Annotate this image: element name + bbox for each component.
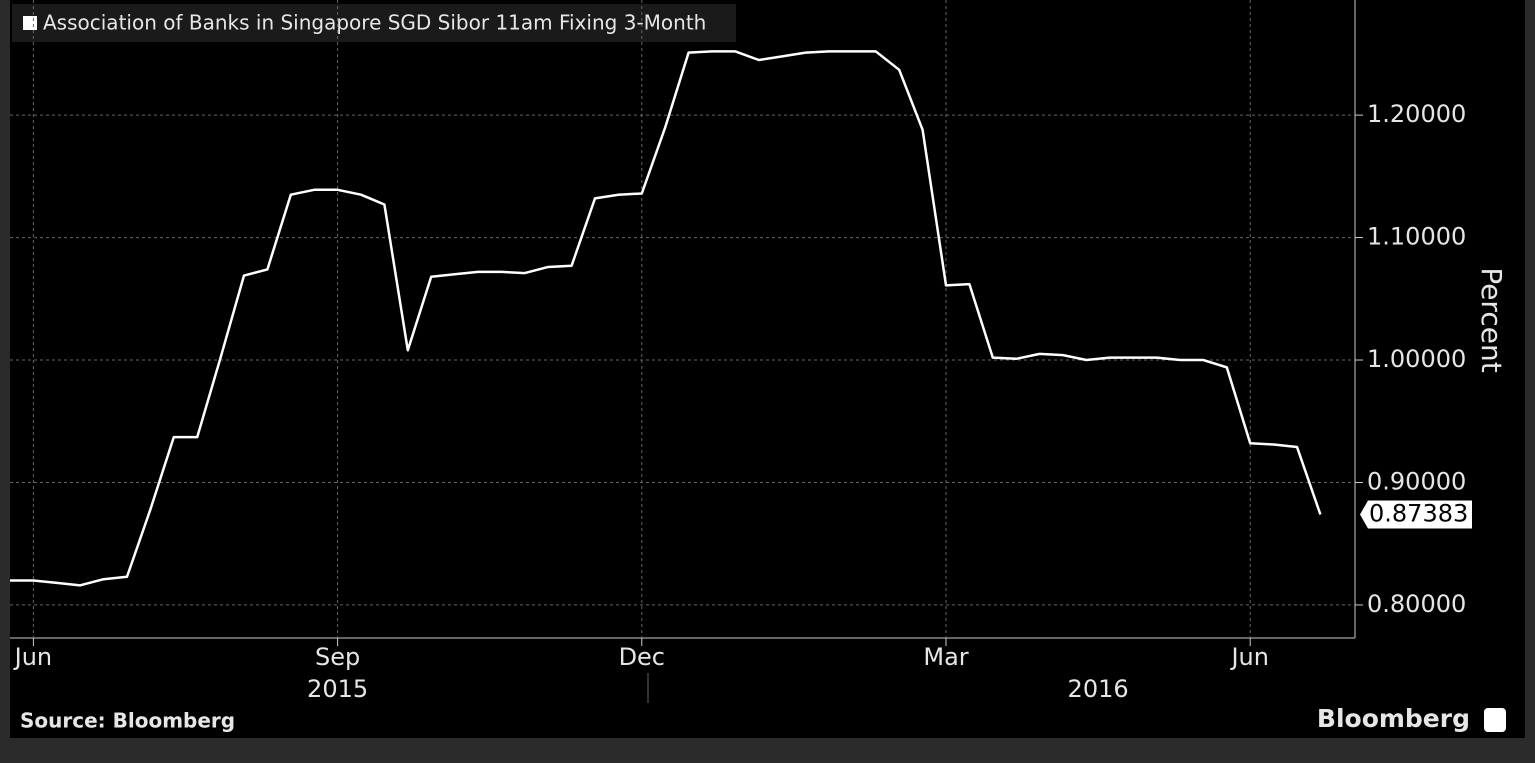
legend-box	[12, 4, 736, 42]
x-tick-label: Jun	[13, 643, 53, 671]
legend-label: Association of Banks in Singapore SGD Si…	[43, 11, 706, 35]
y-tick-label: 0.90000	[1367, 467, 1466, 495]
y-tick-label: 1.20000	[1367, 100, 1466, 128]
y-tick-label: 1.10000	[1367, 223, 1466, 251]
x-tick-label: Mar	[923, 643, 968, 671]
chart-background	[10, 0, 1525, 738]
brand: Bloomberg	[1317, 704, 1470, 733]
value-label: 0.87383	[1369, 500, 1468, 528]
legend-swatch	[23, 16, 37, 30]
series-line	[10, 50, 1322, 587]
brand-icon	[1484, 708, 1506, 732]
x-tick-label: Dec	[619, 643, 665, 671]
value-label-box	[1360, 500, 1472, 529]
year-label: 2015	[307, 675, 368, 703]
y-axis-label: Percent	[1475, 267, 1508, 372]
y-tick-label: 1.00000	[1367, 345, 1466, 373]
year-label: 2016	[1068, 675, 1129, 703]
x-tick-label: Jun	[1229, 643, 1269, 671]
source-note: Source: Bloomberg	[20, 709, 235, 733]
x-tick-label: Sep	[315, 643, 360, 671]
y-tick-label: 0.80000	[1367, 590, 1466, 618]
